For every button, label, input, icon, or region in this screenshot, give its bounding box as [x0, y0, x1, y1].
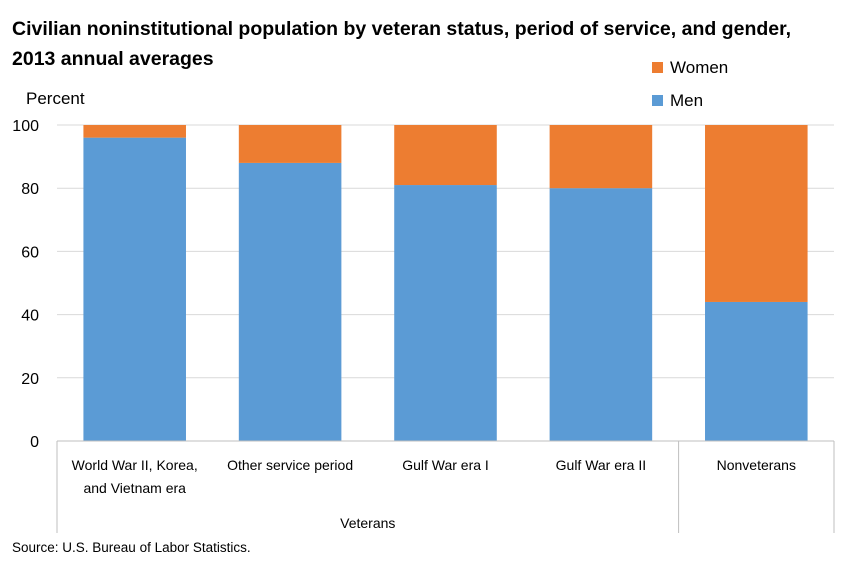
legend-swatch — [652, 95, 663, 106]
axes: 0 20 40 60 80 100 World War II, Korea, and Viet… — [12, 118, 835, 533]
legend-label: Men — [670, 91, 703, 110]
legend-label: Women — [670, 58, 728, 77]
y-tick-label: 60 — [21, 244, 39, 261]
bar-men — [705, 301, 808, 441]
bar-women — [238, 125, 342, 163]
bar-women — [705, 125, 808, 302]
x-tick-label: Gulf War era I — [402, 457, 489, 473]
y-tick-label: 40 — [21, 308, 39, 325]
x-tick-label: and Vietnam era — [83, 480, 186, 496]
bar-women — [549, 125, 653, 189]
bar-men — [238, 162, 342, 442]
x-tick-label: World War II, Korea, — [72, 457, 198, 473]
y-tick-label: 0 — [30, 434, 39, 451]
chart-title: Civilian noninstitutional population by … — [12, 18, 792, 70]
y-axis-label: Percent — [26, 89, 85, 108]
bar-women — [394, 125, 497, 186]
x-tick-label: Other service period — [227, 457, 353, 473]
group-label: Veterans — [340, 515, 395, 531]
source-note: Source: U.S. Bureau of Labor Statistics. — [12, 540, 251, 555]
legend: Women Men — [652, 58, 728, 110]
y-tick-label: 20 — [21, 371, 39, 388]
y-tick-label: 100 — [12, 118, 39, 135]
x-tick-label: Nonveterans — [717, 457, 796, 473]
y-tick-label: 80 — [21, 181, 39, 198]
bar-men — [394, 185, 497, 441]
legend-swatch — [652, 62, 663, 73]
bars — [83, 125, 808, 442]
bar-men — [83, 137, 186, 441]
bar-women — [83, 125, 186, 138]
bar-men — [549, 188, 653, 441]
x-tick-label: Gulf War era II — [556, 457, 647, 473]
